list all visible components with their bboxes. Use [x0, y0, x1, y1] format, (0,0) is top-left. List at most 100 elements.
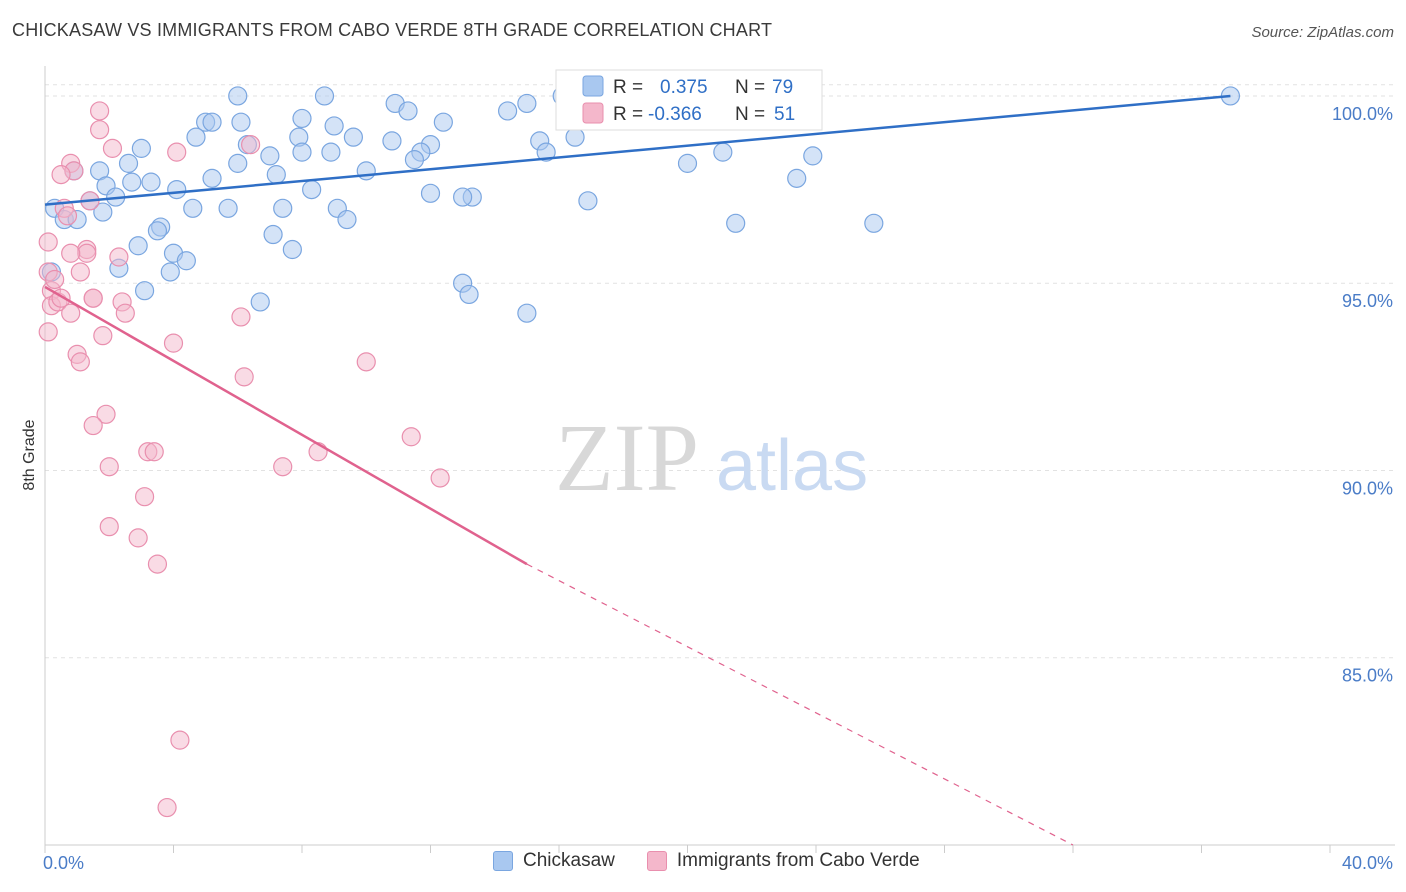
chickasaw-point: [263, 224, 283, 245]
chickasaw-point: [459, 284, 479, 305]
chickasaw-point: [93, 202, 113, 222]
cabo-verde-point: [170, 730, 190, 750]
legend-item-cabo-verde: Immigrants from Cabo Verde: [646, 850, 920, 872]
stats-r-value: -0.366: [648, 104, 702, 125]
cabo-verde-point: [102, 138, 123, 158]
watermark: ZIP atlas: [555, 404, 868, 511]
cabo-verde-point: [90, 101, 110, 121]
chickasaw-point: [321, 142, 341, 162]
chickasaw-point: [713, 142, 733, 162]
chickasaw-point: [787, 168, 807, 188]
chickasaw-point: [250, 292, 270, 312]
y-tick-label: 100.0%: [1332, 104, 1393, 124]
cabo-verde-point: [157, 797, 177, 818]
cabo-verde-point: [241, 135, 261, 155]
chickasaw-point: [141, 172, 161, 192]
y-tick-label: 95.0%: [1342, 291, 1393, 311]
cabo-verde-point: [401, 427, 421, 447]
stats-n-value: 51: [774, 104, 795, 125]
chickasaw-point: [266, 165, 286, 185]
cabo-verde-point: [38, 232, 58, 252]
chickasaw-point: [517, 303, 537, 323]
cabo-verde-point: [70, 352, 90, 372]
chickasaw-point: [337, 209, 357, 230]
chickasaw-point: [176, 251, 196, 271]
legend-item-chickasaw: Chickasaw: [493, 850, 615, 872]
cabo-verde-point: [134, 487, 155, 507]
legend-label: Chickasaw: [523, 850, 615, 871]
chickasaw-point: [228, 153, 248, 173]
cabo-verde-point: [93, 326, 113, 346]
chickasaw-point: [128, 236, 148, 256]
cabo-verde-point: [61, 303, 81, 323]
cabo-verde-point: [231, 307, 251, 327]
x-tick-label: 0.0%: [43, 853, 84, 873]
cabo-verde-point: [51, 165, 71, 185]
cabo-verde-point: [45, 269, 65, 290]
chickasaw-point: [517, 93, 537, 114]
legend-swatch-pink: [646, 851, 667, 871]
chickasaw-point: [292, 142, 312, 162]
source-label: Source: ZipAtlas.com: [1251, 24, 1394, 41]
chickasaw-point: [228, 86, 248, 106]
x-tick-label: 40.0%: [1342, 853, 1393, 873]
chickasaw-point: [565, 127, 585, 147]
cabo-verde-point: [38, 322, 58, 342]
chickasaw-point: [314, 86, 335, 106]
cabo-verde-point: [96, 404, 116, 424]
cabo-verde-point: [128, 528, 148, 548]
stats-n-label: N =: [735, 104, 765, 125]
cabo-verde-point: [147, 554, 168, 574]
stats-n-value: 79: [772, 77, 793, 98]
cabo-verde-point: [115, 303, 135, 323]
chickasaw-point: [131, 138, 151, 158]
chickasaw-point: [433, 112, 453, 132]
cabo-verde-point: [99, 517, 119, 537]
chickasaw-point: [864, 213, 884, 233]
chickasaw-point: [536, 142, 556, 162]
chickasaw-point: [273, 198, 293, 218]
cabo-verde-point: [70, 262, 90, 282]
watermark-atlas: atlas: [716, 426, 868, 506]
cabo-verde-point: [57, 206, 78, 226]
legend-swatch-blue: [493, 851, 513, 871]
cabo-verde-point: [273, 457, 293, 477]
chickasaw-point: [420, 183, 441, 203]
cabo-verde-point: [234, 367, 254, 387]
chickasaw-point: [147, 221, 168, 241]
cabo-verde-point: [90, 120, 110, 140]
legend: Chickasaw Immigrants from Cabo Verde: [493, 850, 952, 872]
axis-layer: 85.0% 90.0% 95.0% 100.0% 0.0% 40.0%: [43, 66, 1395, 873]
y-tick-label: 90.0%: [1342, 478, 1393, 498]
stats-r-label: R =: [613, 77, 643, 98]
stats-r-value: 0.375: [660, 77, 708, 98]
chickasaw-point: [677, 153, 698, 173]
chickasaw-point: [134, 281, 155, 301]
chickasaw-point: [231, 112, 251, 132]
cabo-verde-point: [356, 352, 376, 372]
cabo-verde-trend-extension: [526, 563, 1074, 846]
cabo-verde-point: [109, 247, 129, 267]
cabo-verde-point: [163, 333, 184, 353]
cabo-verde-point: [77, 243, 97, 263]
chickasaw-point: [122, 172, 142, 192]
chickasaw-trend-line: [44, 94, 1231, 206]
chickasaw-point: [343, 127, 363, 147]
cabo-verde-point: [83, 288, 103, 308]
chickasaw-point: [324, 116, 344, 136]
stats-swatch-pink: [582, 102, 604, 124]
chickasaw-point: [356, 161, 376, 181]
watermark-zip: ZIP: [555, 404, 699, 511]
cabo-verde-trend-line: [44, 285, 528, 566]
chickasaw-point: [183, 198, 203, 218]
chickasaw-point: [453, 187, 473, 207]
chickasaw-point: [167, 179, 187, 200]
chickasaw-point: [260, 146, 280, 166]
trend-layer: [44, 94, 1231, 846]
chickasaw-point: [803, 146, 823, 166]
stats-n-label: N =: [735, 77, 765, 98]
cabo-verde-point: [430, 468, 450, 488]
legend-label: Immigrants from Cabo Verde: [676, 850, 920, 871]
chickasaw-point: [404, 150, 425, 170]
